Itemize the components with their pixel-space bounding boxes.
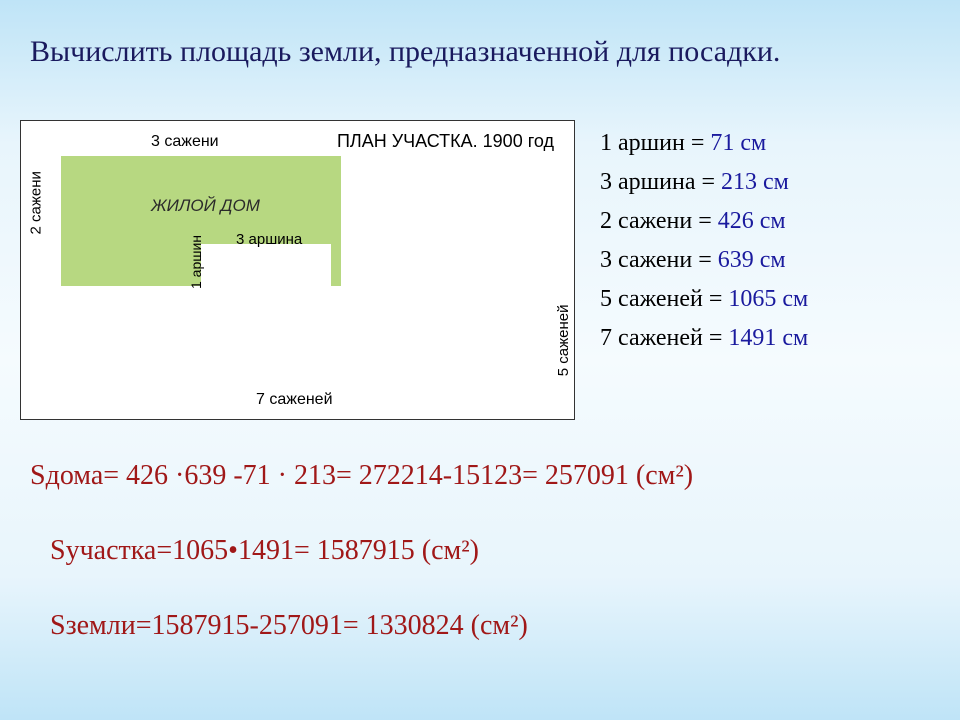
label-7-sazheney-bottom: 7 саженей bbox=[256, 391, 333, 409]
conv-row: 7 саженей = 1491 см bbox=[600, 325, 808, 352]
conv-value: 1491 см bbox=[728, 325, 808, 351]
plan-title: ПЛАН УЧАСТКА. 1900 год bbox=[337, 131, 554, 152]
conv-label: 7 саженей = bbox=[600, 325, 728, 351]
conv-label: 2 сажени = bbox=[600, 208, 718, 234]
house-shape bbox=[61, 156, 361, 296]
conversion-list: 1 аршин = 71 см 3 аршина = 213 см 2 саже… bbox=[600, 130, 808, 364]
conv-row: 5 саженей = 1065 см bbox=[600, 286, 808, 313]
conv-row: 2 сажени = 426 см bbox=[600, 208, 808, 235]
label-2-sazheni-left: 2 сажени bbox=[28, 171, 45, 234]
plan-diagram: ПЛАН УЧАСТКА. 1900 год 3 сажени 2 сажени… bbox=[20, 120, 575, 420]
conv-row: 1 аршин = 71 см bbox=[600, 130, 808, 157]
conv-label: 1 аршин = bbox=[600, 130, 710, 156]
conv-label: 5 саженей = bbox=[600, 286, 728, 312]
conv-row: 3 аршина = 213 см bbox=[600, 169, 808, 196]
calc-s-uchastka: Sучастка=1065•1491= 1587915 (см²) bbox=[50, 535, 479, 567]
conv-label: 3 аршина = bbox=[600, 169, 721, 195]
page-title: Вычислить площадь земли, предназначенной… bbox=[30, 35, 780, 69]
conv-row: 3 сажени = 639 см bbox=[600, 247, 808, 274]
conv-value: 426 см bbox=[718, 208, 786, 234]
label-3-sazheni-top: 3 сажени bbox=[151, 133, 219, 151]
conv-value: 71 см bbox=[710, 130, 766, 156]
conv-value: 639 см bbox=[718, 247, 786, 273]
label-5-sazheney-right: 5 саженей bbox=[556, 305, 573, 377]
calc-s-doma: Sдома= 426 ·639 -71 · 213= 272214-15123=… bbox=[30, 460, 693, 492]
house-label: ЖИЛОЙ ДОМ bbox=[151, 196, 260, 216]
conv-value: 1065 см bbox=[728, 286, 808, 312]
label-3-arshina: 3 аршина bbox=[236, 231, 302, 248]
calc-s-zemli: Sземли=1587915-257091= 1330824 (см²) bbox=[50, 610, 528, 642]
conv-label: 3 сажени = bbox=[600, 247, 718, 273]
label-1-arshin: 1 аршин bbox=[188, 235, 204, 289]
conv-value: 213 см bbox=[721, 169, 789, 195]
